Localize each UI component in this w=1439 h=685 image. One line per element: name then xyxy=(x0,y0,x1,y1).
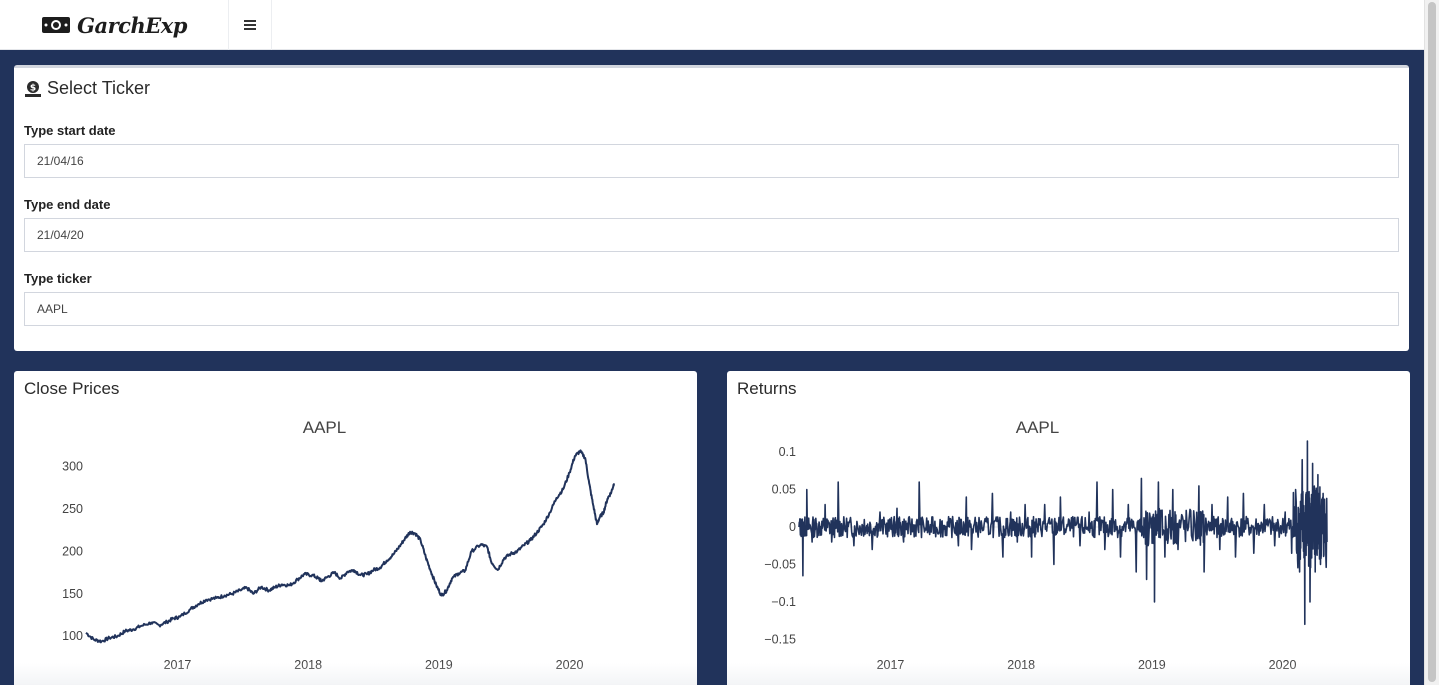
y-tick-label: 0 xyxy=(789,520,796,534)
sidebar-toggle-button[interactable] xyxy=(229,0,272,50)
money-check-dollar-icon: $ xyxy=(25,80,41,97)
y-tick-label: 300 xyxy=(62,459,83,473)
close-prices-panel: AAPL 100 150 200 250 300 2017 2018 2019 2020 Clos… xyxy=(14,371,697,685)
y-tick-label: −0.15 xyxy=(764,632,796,646)
money-bill-icon xyxy=(42,17,71,33)
ticker-label: Type ticker xyxy=(24,271,92,286)
brand-logo[interactable]: GarchExp xyxy=(0,0,229,50)
close-prices-chart[interactable]: AAPL 100 150 200 250 300 2017 2018 2019 2020 xyxy=(14,371,697,685)
page-scrollbar[interactable] xyxy=(1424,0,1439,685)
brand-name: GarchExp xyxy=(77,12,187,38)
y-tick-label: 200 xyxy=(62,544,83,558)
hamburger-menu-icon xyxy=(244,20,256,30)
ticker-input[interactable] xyxy=(24,292,1399,326)
end-date-input[interactable] xyxy=(24,218,1399,252)
chart-title: AAPL xyxy=(1016,418,1059,437)
y-tick-label: −0.05 xyxy=(764,557,796,571)
panel-title-text: Select Ticker xyxy=(47,78,151,98)
scrollbar-thumb[interactable] xyxy=(1428,2,1436,682)
panel-title: $ Select Ticker xyxy=(24,78,150,99)
end-date-label: Type end date xyxy=(24,197,111,212)
x-tick-label: 2018 xyxy=(294,658,322,672)
start-date-input[interactable] xyxy=(24,144,1399,178)
panel-title: Close Prices xyxy=(24,379,120,398)
series-line xyxy=(85,449,615,644)
x-tick-label: 2019 xyxy=(425,658,453,672)
y-tick-label: 100 xyxy=(62,629,83,643)
panel-title: Returns xyxy=(737,379,797,398)
x-tick-label: 2017 xyxy=(877,658,905,672)
series-line xyxy=(798,440,1328,626)
start-date-label: Type start date xyxy=(24,123,116,138)
y-tick-label: 250 xyxy=(62,502,83,516)
x-tick-label: 2020 xyxy=(556,658,584,672)
chart-title: AAPL xyxy=(303,418,346,437)
x-tick-label: 2020 xyxy=(1269,658,1297,672)
x-tick-label: 2019 xyxy=(1138,658,1166,672)
x-tick-label: 2018 xyxy=(1007,658,1035,672)
returns-chart[interactable]: AAPL 0.1 0.05 0 −0.05 −0.1 −0.15 2017 2018 2019 20… xyxy=(727,371,1410,685)
select-ticker-panel: $ Select Ticker Type start date Type end… xyxy=(14,65,1409,351)
y-tick-label: 0.05 xyxy=(772,483,796,497)
y-tick-label: 150 xyxy=(62,587,83,601)
top-navbar: GarchExp xyxy=(0,0,1424,50)
x-tick-label: 2017 xyxy=(164,658,192,672)
y-tick-label: −0.1 xyxy=(771,595,796,609)
svg-text:$: $ xyxy=(30,83,36,93)
y-tick-label: 0.1 xyxy=(779,445,796,459)
returns-panel: AAPL 0.1 0.05 0 −0.05 −0.1 −0.15 2017 2018 2019 20… xyxy=(727,371,1410,685)
